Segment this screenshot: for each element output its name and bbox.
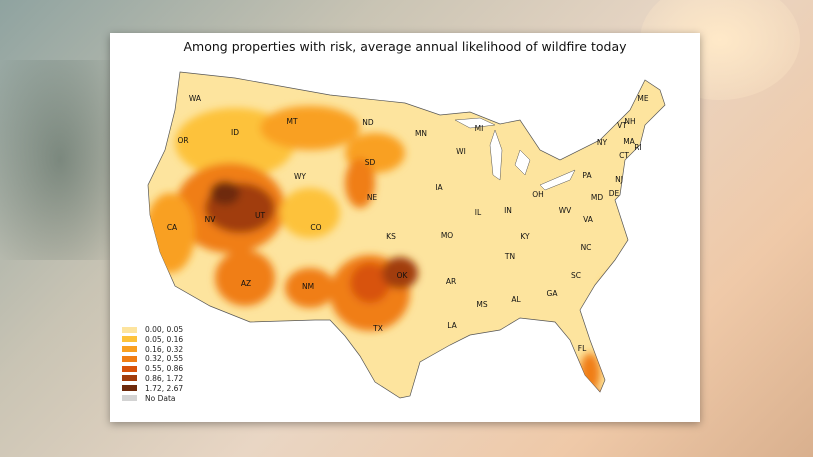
state-label-co: CO [310, 223, 321, 232]
legend-item: 0.05, 0.16 [122, 335, 183, 344]
state-label-nm: NM [302, 282, 314, 291]
legend-swatch [122, 385, 137, 392]
legend-item: 1.72, 2.67 [122, 384, 183, 393]
state-label-wy: WY [294, 172, 306, 181]
legend-swatch [122, 326, 137, 333]
state-label-il: IL [475, 208, 482, 217]
state-label-wv: WV [559, 206, 572, 215]
state-label-mo: MO [441, 231, 453, 240]
legend-item: No Data [122, 394, 183, 403]
legend-item: 0.55, 0.86 [122, 364, 183, 373]
state-label-mt: MT [286, 117, 297, 126]
state-label-va: VA [583, 215, 594, 224]
state-label-md: MD [591, 193, 603, 202]
state-label-mi: MI [475, 124, 484, 133]
state-label-nj: NJ [615, 175, 623, 184]
state-label-de: DE [609, 189, 620, 198]
state-label-al: AL [511, 295, 521, 304]
state-label-vt: VT [617, 121, 627, 130]
state-label-la: LA [447, 321, 457, 330]
state-label-ny: NY [597, 138, 608, 147]
risk-fill [148, 106, 640, 398]
state-label-az: AZ [241, 279, 251, 288]
state-labels: WA OR CA NV ID MT WY UT AZ CO NM ND SD NE KS OK TX MN IA MO… [167, 94, 649, 353]
map-panel: Among properties with risk, average annu… [110, 33, 700, 422]
legend-label: 0.05, 0.16 [145, 334, 184, 344]
state-label-fl: FL [578, 344, 587, 353]
state-label-mn: MN [415, 129, 427, 138]
state-label-ks: KS [386, 232, 396, 241]
state-label-ar: AR [446, 277, 456, 286]
legend-item: 0.00, 0.05 [122, 325, 183, 334]
state-label-ky: KY [520, 232, 530, 241]
legend-label: 0.32, 0.55 [145, 354, 184, 364]
state-label-ms: MS [476, 300, 487, 309]
legend-swatch [122, 375, 137, 382]
state-label-sc: SC [571, 271, 581, 280]
state-label-nc: NC [581, 243, 592, 252]
state-label-id: ID [231, 128, 239, 137]
state-label-nh: NH [624, 117, 635, 126]
legend-item: 0.86, 1.72 [122, 374, 183, 383]
legend-swatch [122, 365, 137, 372]
state-label-pa: PA [582, 171, 592, 180]
legend-label: 0.86, 1.72 [145, 373, 184, 383]
legend: 0.00, 0.05 0.05, 0.16 0.16, 0.32 0.32, 0.55… [122, 325, 183, 403]
state-label-me: ME [637, 94, 648, 103]
legend-label: No Data [145, 393, 176, 403]
state-label-ri: RI [634, 143, 641, 152]
state-label-tx: TX [372, 324, 383, 333]
legend-swatch [122, 336, 137, 343]
state-label-ia: IA [435, 183, 443, 192]
legend-item: 0.16, 0.32 [122, 345, 183, 354]
state-label-nv: NV [205, 215, 217, 224]
legend-swatch [122, 346, 137, 353]
state-label-ok: OK [397, 271, 409, 280]
legend-swatch [122, 355, 137, 362]
state-label-ca: CA [167, 223, 178, 232]
state-label-or: OR [177, 136, 188, 145]
legend-item: 0.32, 0.55 [122, 354, 183, 363]
state-label-ne: NE [367, 193, 378, 202]
state-label-ma: MA [623, 137, 635, 146]
us-wildfire-map: WA OR CA NV ID MT WY UT AZ CO NM ND SD NE KS OK TX MN IA MO… [147, 71, 666, 399]
map-title: Among properties with risk, average annu… [183, 39, 627, 54]
legend-label: 0.55, 0.86 [145, 364, 184, 374]
great-lakes [454, 117, 576, 191]
state-label-ct: CT [619, 151, 629, 160]
legend-label: 0.16, 0.32 [145, 344, 184, 354]
legend-label: 1.72, 2.67 [145, 383, 184, 393]
state-label-ga: GA [547, 289, 559, 298]
state-label-nd: ND [362, 118, 374, 127]
legend-label: 0.00, 0.05 [145, 325, 184, 334]
state-label-wa: WA [189, 94, 202, 103]
state-label-tn: TN [504, 252, 515, 261]
background-palm [0, 60, 120, 260]
legend-swatch [122, 395, 137, 402]
state-label-wi: WI [456, 147, 466, 156]
state-label-ut: UT [255, 211, 265, 220]
state-label-oh: OH [532, 190, 544, 199]
state-label-sd: SD [365, 158, 376, 167]
state-label-in: IN [504, 206, 512, 215]
